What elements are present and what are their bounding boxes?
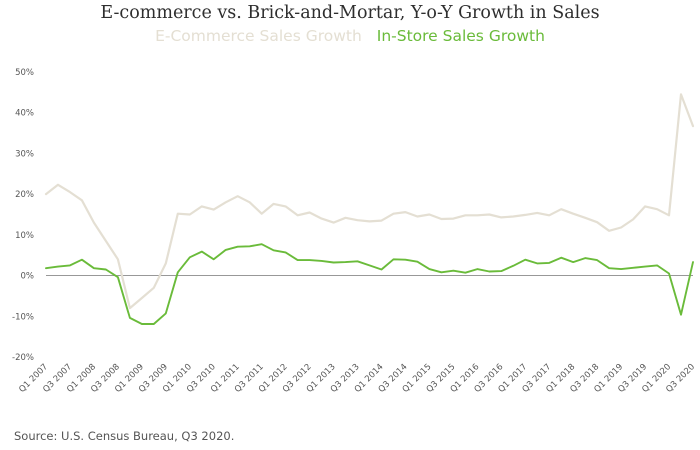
chart-title: E-commerce vs. Brick-and-Mortar, Y-o-Y G… — [100, 3, 600, 23]
y-tick-label: 10% — [15, 231, 34, 241]
y-tick-label: -10% — [12, 312, 34, 322]
series-line-instore — [45, 243, 694, 325]
y-tick-label: 50% — [15, 68, 34, 78]
series-line-ecommerce — [44, 93, 695, 310]
y-tick-label: 30% — [15, 149, 34, 159]
legend-item-ecommerce: E-Commerce Sales Growth — [155, 27, 362, 45]
y-tick-label: 40% — [15, 109, 34, 119]
y-tick-label: -20% — [12, 353, 34, 363]
chart-legend: E-Commerce Sales Growth In-Store Sales G… — [0, 27, 700, 45]
legend-item-instore: In-Store Sales Growth — [376, 27, 545, 45]
y-tick-label: 20% — [15, 190, 34, 200]
y-tick-label: 0% — [21, 272, 35, 282]
source-note: Source: U.S. Census Bureau, Q3 2020. — [14, 429, 235, 443]
